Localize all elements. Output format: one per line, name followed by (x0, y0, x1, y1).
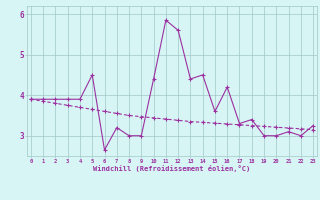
X-axis label: Windchill (Refroidissement éolien,°C): Windchill (Refroidissement éolien,°C) (93, 165, 251, 172)
